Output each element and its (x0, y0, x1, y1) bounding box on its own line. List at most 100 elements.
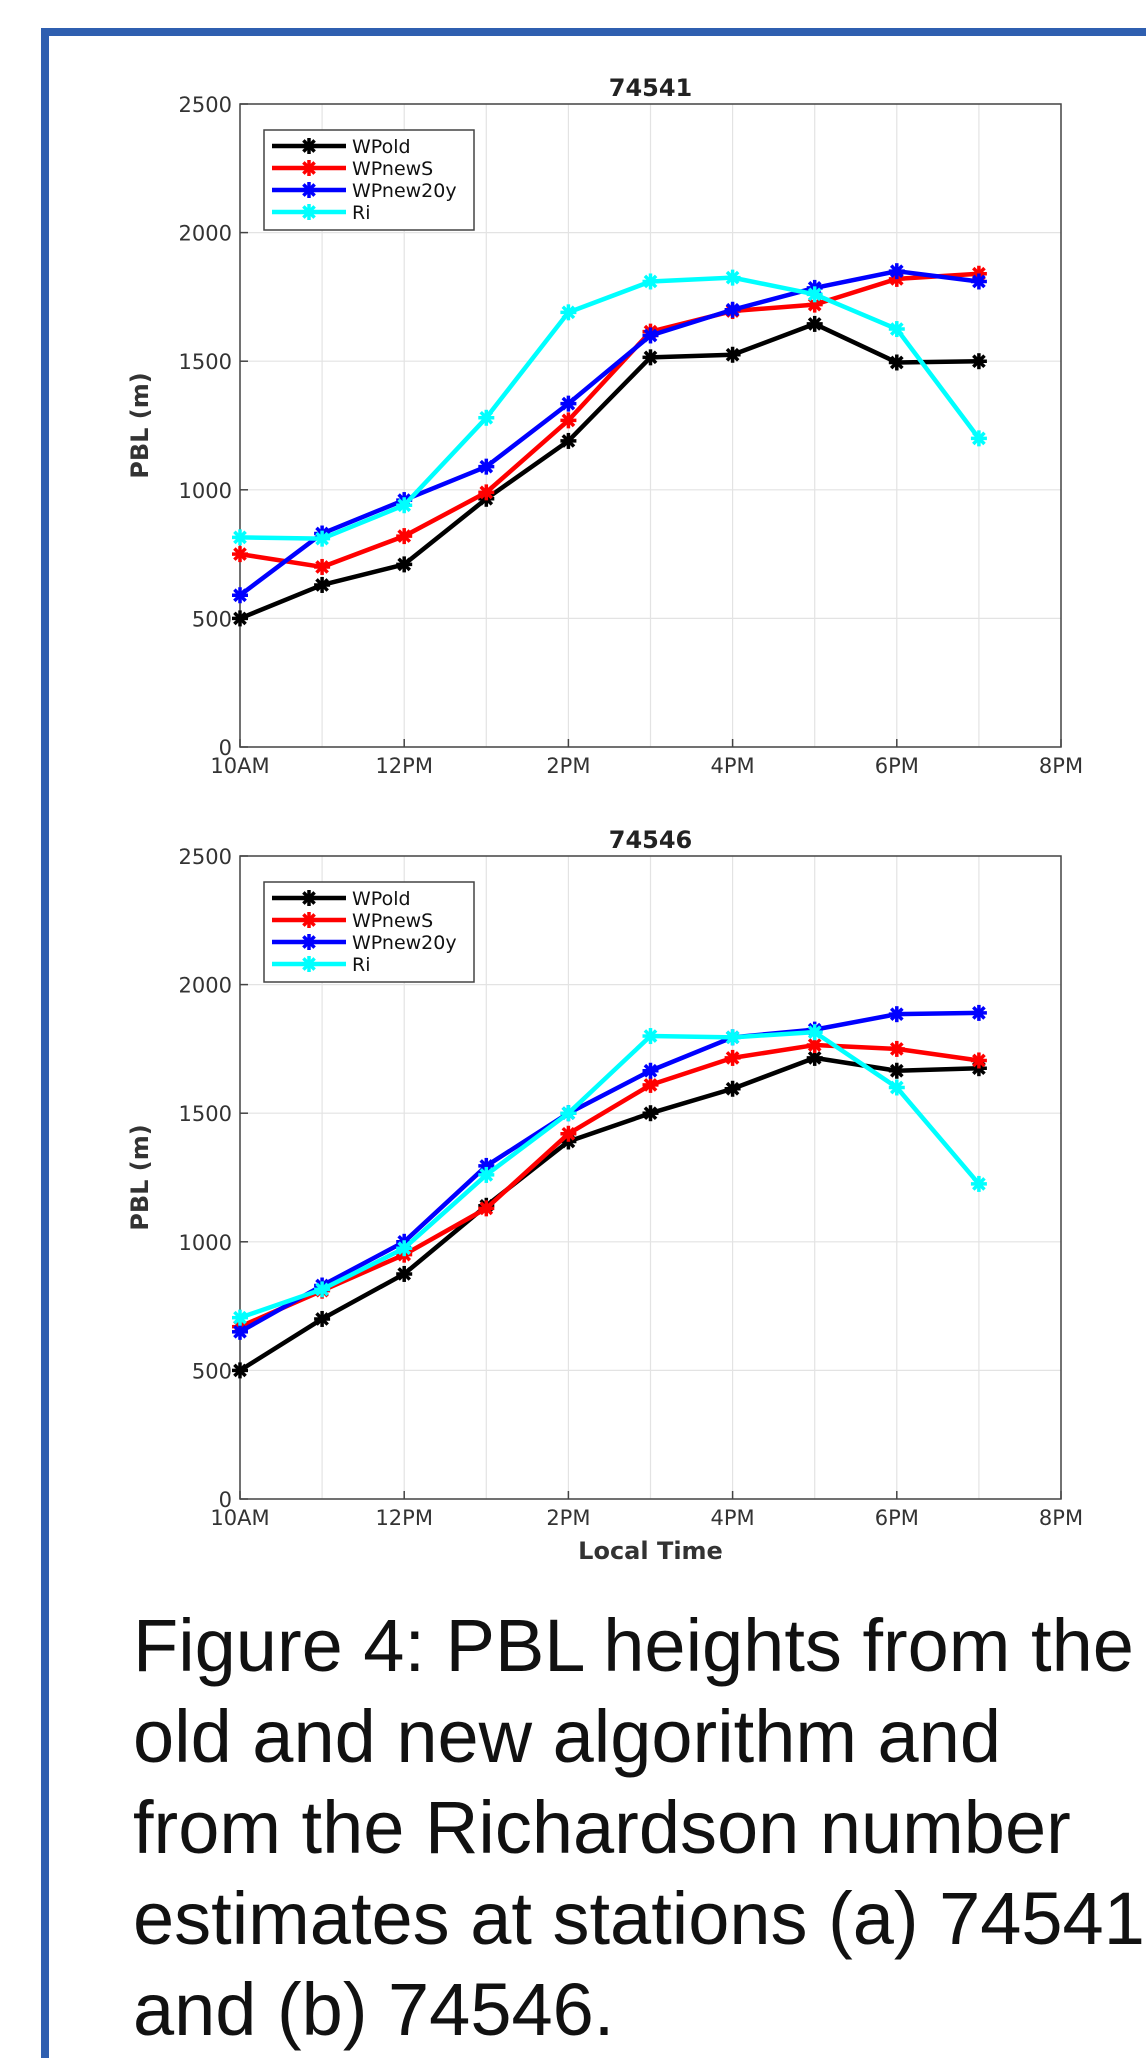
plot-frame (239, 103, 1062, 748)
data-point (232, 587, 248, 604)
series-Ri (232, 269, 987, 547)
x-tick-label: 10AM (210, 754, 269, 778)
data-point (642, 1105, 659, 1122)
data-point (314, 558, 331, 575)
series-line (239, 1042, 980, 1329)
data-point (232, 1309, 248, 1326)
data-point (642, 349, 659, 366)
x-tick-label: 4PM (711, 1506, 755, 1530)
data-point (970, 353, 987, 370)
caption-line: old and new algorithm and (133, 1695, 1002, 1778)
data-point (396, 1240, 413, 1257)
y-tick-label: 0 (219, 736, 232, 760)
data-point (642, 1076, 659, 1093)
data-point (314, 1281, 331, 1298)
data-point (396, 528, 413, 545)
data-point (970, 1052, 987, 1069)
y-tick-label: 2500 (179, 93, 232, 117)
y-tick-label: 500 (192, 1359, 232, 1383)
series-line (239, 1029, 981, 1320)
series-line (239, 271, 980, 570)
data-point (888, 321, 905, 338)
x-tick-label: 8PM (1039, 754, 1083, 778)
data-point (724, 269, 741, 286)
y-tick-label: 1500 (179, 1102, 232, 1126)
data-point (724, 1080, 741, 1097)
data-point (478, 409, 495, 426)
series-Ri (232, 1024, 987, 1326)
plot-frame (239, 855, 1062, 1500)
data-point (888, 1062, 905, 1079)
legend-label: WPnew20y (352, 932, 457, 954)
caption-line: Figure 4: PBL heights from the (133, 1604, 1134, 1687)
data-point (642, 1062, 659, 1079)
x-tick-label: 6PM (875, 1506, 919, 1530)
y-tick-label: 2000 (179, 222, 232, 246)
legend-marker (301, 160, 317, 176)
series-line (239, 275, 981, 541)
chart-title: 74546 (609, 826, 693, 854)
legend-entry: WPnew20y (272, 932, 457, 954)
x-tick-label: 10AM (210, 1506, 269, 1530)
data-point (724, 1029, 741, 1046)
legend-marker (301, 956, 317, 972)
chart-74546: 0 500 1000 1500 2000 2500 10AM 12PM 2PM 4PM 6PM 8PM… (126, 826, 1083, 1565)
data-point (396, 556, 413, 573)
figure-caption: Figure 4: PBL heights from the old and n… (133, 1600, 1145, 2055)
figure-frame (41, 28, 1146, 2058)
series-line (238, 1055, 979, 1373)
legend-entry: Ri (272, 954, 370, 976)
data-point (806, 296, 823, 313)
legend-entry: WPnewS (272, 910, 433, 932)
data-point (560, 412, 577, 429)
x-tick-label: 2PM (546, 1506, 590, 1530)
data-point (560, 1125, 577, 1142)
y-tick-label: 1000 (179, 1231, 232, 1255)
x-tick-label: 12PM (375, 754, 433, 778)
data-point (970, 273, 987, 290)
legend-label: WPold (352, 136, 411, 158)
data-point (642, 1028, 659, 1045)
data-point (806, 315, 823, 332)
legend-entry: WPnewS (272, 158, 433, 180)
x-axis-label: Local Time (578, 1537, 723, 1565)
x-tick-label: 8PM (1039, 1506, 1083, 1530)
legend-entry: WPold (272, 136, 411, 158)
chart-title: 74541 (609, 74, 693, 102)
y-tick-label: 0 (219, 1488, 232, 1512)
series-WPold (232, 315, 987, 627)
data-point (888, 263, 905, 280)
legend-marker (301, 138, 317, 154)
data-point (396, 1265, 413, 1282)
series-WPold (232, 1049, 987, 1379)
legend-entry: Ri (272, 202, 370, 224)
data-point (970, 430, 987, 447)
data-point (642, 273, 659, 290)
legend-label: Ri (352, 202, 370, 224)
data-point (560, 304, 577, 321)
data-point (232, 1323, 248, 1340)
data-point (642, 327, 659, 344)
x-tick-label: 6PM (875, 754, 919, 778)
y-tick-label: 1500 (179, 350, 232, 374)
series-line (238, 268, 980, 598)
legend-marker (301, 934, 317, 950)
y-axis-label: PBL (m) (126, 372, 154, 478)
data-point (560, 395, 577, 412)
data-point (560, 1105, 577, 1122)
caption-line: from the Richardson number (133, 1786, 1071, 1869)
legend-marker (301, 890, 317, 906)
data-point (806, 286, 823, 303)
data-point (888, 1079, 905, 1096)
data-point (724, 346, 741, 363)
data-point (724, 1049, 741, 1066)
y-tick-label: 500 (192, 607, 232, 631)
series-WPnew20y (232, 263, 987, 604)
data-point (478, 484, 495, 501)
legend-label: Ri (352, 954, 370, 976)
data-point (560, 432, 577, 449)
data-point (232, 546, 248, 563)
legend-marker (301, 912, 317, 928)
